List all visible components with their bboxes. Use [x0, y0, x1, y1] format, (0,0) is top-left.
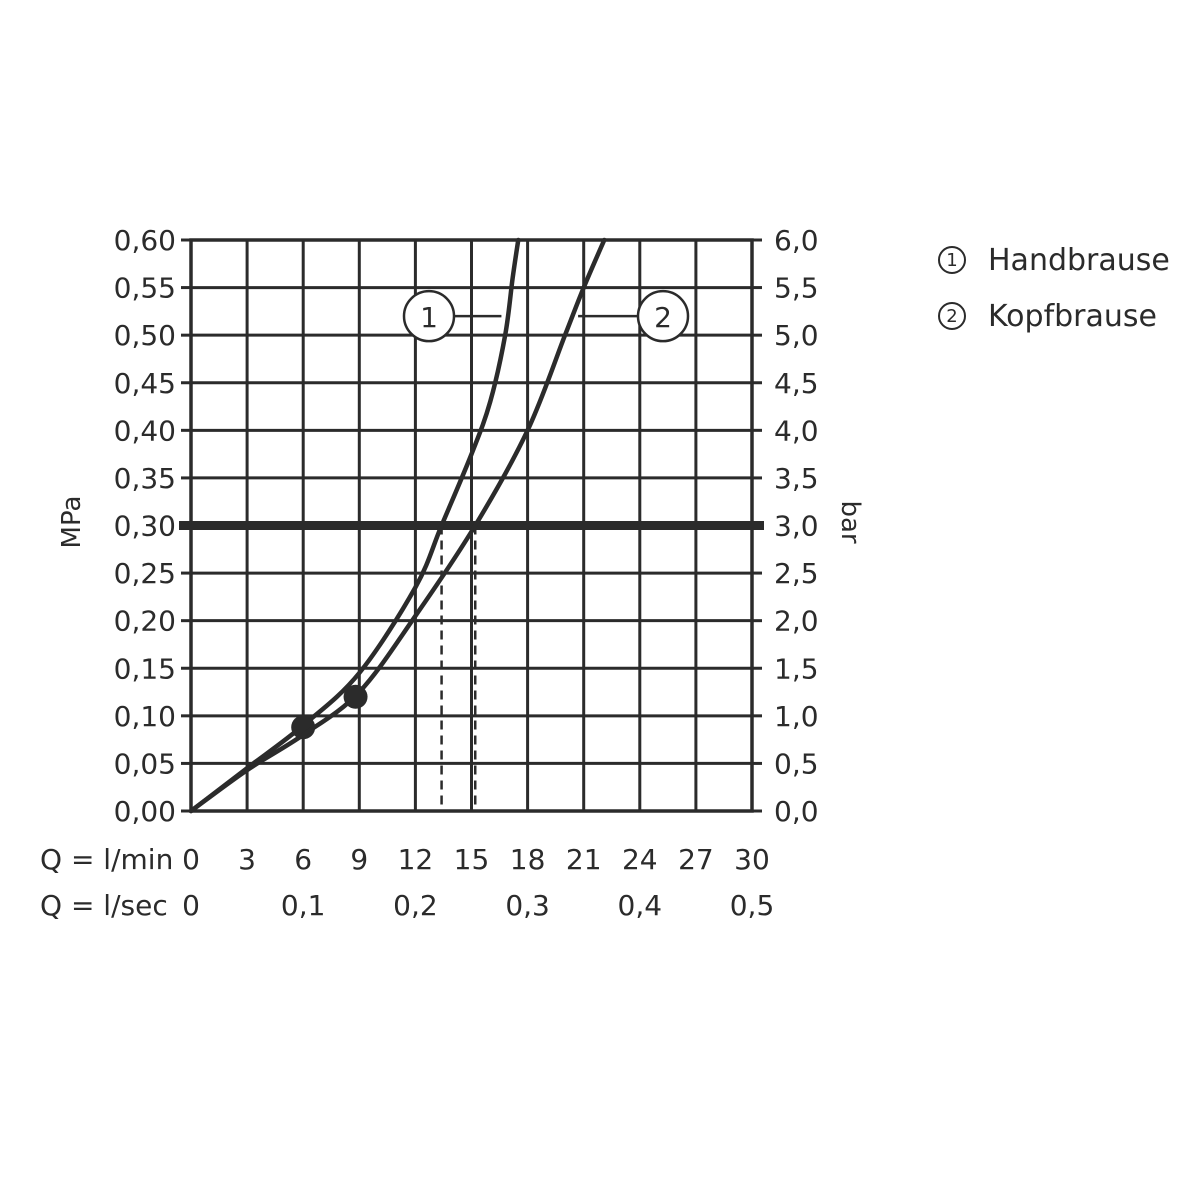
y-tick-left: 0,15: [114, 652, 176, 685]
x-tick-lmin: 0: [182, 843, 200, 876]
y-tick-left: 0,30: [114, 510, 176, 543]
y-tick-right: 1,0: [774, 700, 819, 733]
series-line-2: [188, 237, 607, 814]
y-tick-right: 1,5: [774, 652, 819, 685]
y-tick-left: 0,55: [114, 272, 176, 305]
legend-marker-2: 2: [938, 302, 966, 330]
legend: 1 Handbrause 2 Kopfbrause: [938, 232, 1170, 344]
x-tick-lmin: 3: [238, 843, 256, 876]
y-tick-left: 0,40: [114, 414, 176, 447]
x-tick-lsec: 0,3: [505, 889, 550, 922]
x-axis-lsec-title: Q = l/sec: [40, 889, 168, 922]
y-tick-left: 0,10: [114, 700, 176, 733]
x-tick-lmin: 24: [622, 843, 658, 876]
y-tick-left: 0,25: [114, 557, 176, 590]
x-tick-lsec: 0,1: [281, 889, 326, 922]
y-tick-right: 3,0: [774, 510, 819, 543]
y-tick-right: 2,5: [774, 557, 819, 590]
legend-label-kopfbrause: Kopfbrause: [988, 298, 1157, 334]
y-tick-right: 6,0: [774, 224, 819, 257]
series-layer: [188, 237, 607, 814]
y-tick-left: 0,50: [114, 319, 176, 352]
x-axis-lmin-title: Q = l/min: [40, 843, 173, 876]
x-tick-lsec: 0: [182, 889, 200, 922]
x-tick-lmin: 9: [350, 843, 368, 876]
y-tick-right: 3,5: [774, 462, 819, 495]
y-tick-left: 0,45: [114, 367, 176, 400]
reference-layer: [179, 521, 764, 811]
y-tick-right: 5,0: [774, 319, 819, 352]
y-tick-left: 0,05: [114, 747, 176, 780]
x-tick-lsec: 0,2: [393, 889, 438, 922]
y-tick-left: 0,35: [114, 462, 176, 495]
y-tick-right: 0,0: [774, 795, 819, 828]
y-tick-left: 0,00: [114, 795, 176, 828]
y-tick-right: 5,5: [774, 272, 819, 305]
x-tick-lsec: 0,4: [618, 889, 663, 922]
legend-item: 2 Kopfbrause: [938, 288, 1170, 344]
x-tick-lmin: 27: [678, 843, 714, 876]
callout-label-2: 2: [654, 301, 672, 334]
series-marker-2: [343, 684, 368, 709]
x-tick-lmin: 18: [510, 843, 546, 876]
callout-circle-1: [402, 289, 456, 343]
x-tick-lsec: 0,5: [730, 889, 775, 922]
x-tick-lmin: 6: [294, 843, 312, 876]
y-tick-right: 0,5: [774, 747, 819, 780]
legend-item: 1 Handbrause: [938, 232, 1170, 288]
y-tick-right: 4,0: [774, 414, 819, 447]
right-axis-title: bar: [835, 500, 865, 543]
x-tick-lmin: 21: [566, 843, 602, 876]
tick-labels: 0 3 6 9 12 15 18 21 24 27 300,00 0,00,05 0,50,10 1,00…: [114, 224, 819, 922]
y-tick-right: 2,0: [774, 605, 819, 638]
legend-label-handbrause: Handbrause: [988, 242, 1170, 278]
callout-circle-2: [636, 289, 690, 343]
y-tick-left: 0,20: [114, 605, 176, 638]
legend-marker-1: 1: [938, 246, 966, 274]
x-tick-lmin: 30: [734, 843, 770, 876]
left-axis-title: MPa: [57, 496, 87, 549]
series-line-1: [188, 237, 521, 814]
y-tick-left: 0,60: [114, 224, 176, 257]
callout-label-1: 1: [420, 301, 438, 334]
y-tick-right: 4,5: [774, 367, 819, 400]
x-tick-lmin: 12: [398, 843, 434, 876]
x-tick-lmin: 15: [454, 843, 490, 876]
